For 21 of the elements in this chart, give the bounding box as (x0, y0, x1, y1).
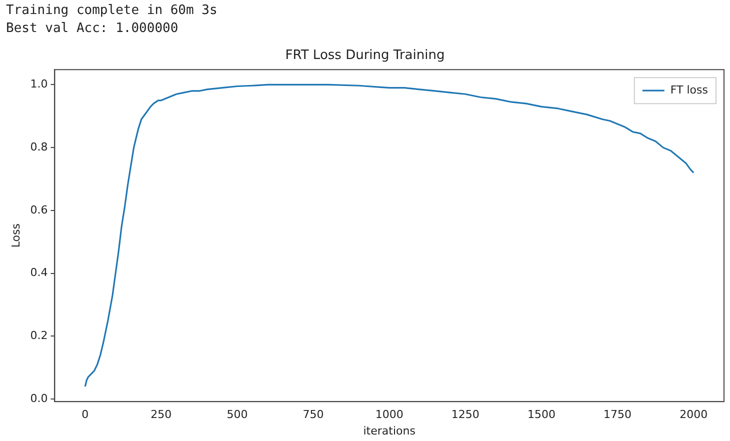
y-tick-label: 1.0 (30, 78, 48, 91)
text: Best val Acc: 1.000000 (6, 20, 180, 38)
x-tick-label: 1750 (604, 408, 632, 422)
y-tick-label: 0.2 (30, 329, 48, 342)
x-tick-label: 250 (150, 408, 172, 422)
y-tick-label: 0.8 (30, 140, 48, 154)
legend-label: FT loss (670, 83, 708, 96)
y-tick-label: 0.4 (30, 266, 48, 280)
x-tick-label: 750 (302, 408, 324, 422)
x-axis-title: iterations (363, 424, 416, 438)
y-axis-title: Loss (9, 223, 22, 248)
x-tick-label: 1000 (375, 408, 404, 422)
x-tick-label: 1500 (527, 408, 556, 422)
y-tick-label: 0.0 (30, 392, 48, 405)
x-tick-label: 2000 (680, 408, 708, 422)
x-tick-label: 500 (226, 408, 248, 422)
y-tick-label: 0.6 (30, 203, 48, 216)
chart-title: FRT Loss During Training (285, 48, 445, 64)
text: Training complete in 60m 3s (6, 2, 218, 20)
x-tick-label: 0 (82, 408, 89, 422)
x-tick-label: 1250 (451, 408, 480, 422)
